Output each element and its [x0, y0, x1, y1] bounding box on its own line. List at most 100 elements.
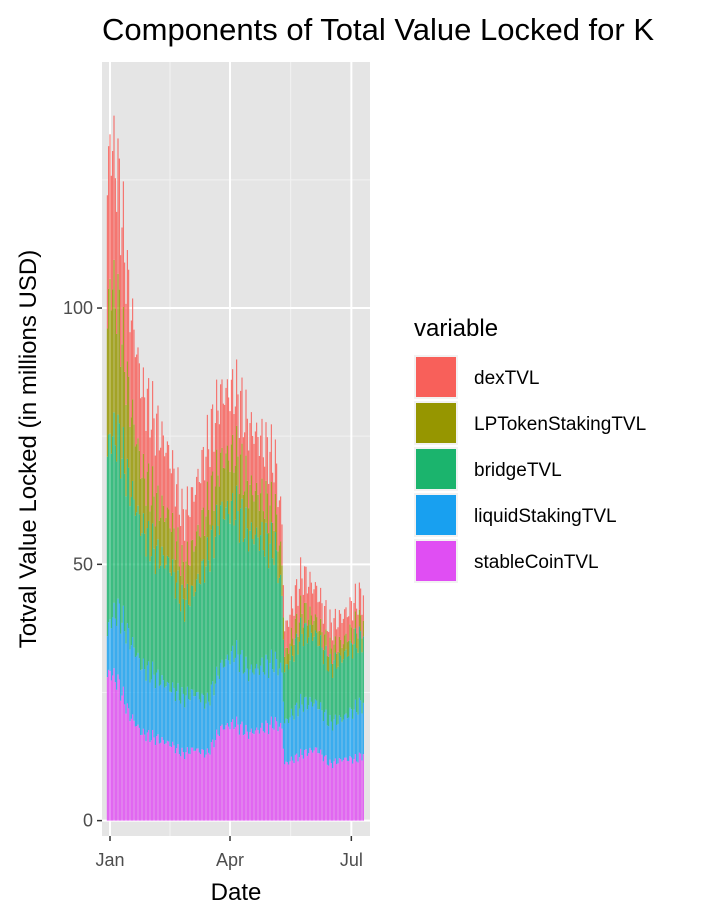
- bar-segment-dexTVL: [109, 134, 111, 279]
- bar-segment-stableCoinTVL: [354, 754, 356, 821]
- bar-segment-bridgeTVL: [149, 561, 151, 683]
- bar-segment-liquidStakingTVL: [245, 656, 247, 725]
- bar-segment-dexTVL: [230, 379, 232, 445]
- bar-segment-bridgeTVL: [252, 539, 254, 673]
- bar-segment-liquidStakingTVL: [334, 714, 336, 759]
- bar-segment-liquidStakingTVL: [185, 695, 187, 753]
- bar-segment-LPTokenStakingTVL: [133, 424, 135, 500]
- bar-segment-stableCoinTVL: [241, 721, 243, 821]
- bar-segment-dexTVL: [160, 447, 162, 518]
- bar-segment-dexTVL: [110, 175, 112, 311]
- bar-segment-LPTokenStakingTVL: [106, 328, 108, 457]
- bar-segment-stableCoinTVL: [198, 752, 200, 821]
- bar-segment-dexTVL: [261, 418, 263, 479]
- bar-segment-LPTokenStakingTVL: [189, 565, 191, 607]
- bar-segment-LPTokenStakingTVL: [132, 399, 134, 481]
- bar-segment-dexTVL: [150, 429, 152, 506]
- bar-segment-stableCoinTVL: [141, 734, 143, 821]
- bar-segment-liquidStakingTVL: [164, 687, 166, 745]
- bar-segment-liquidStakingTVL: [205, 703, 207, 755]
- bar-segment-bridgeTVL: [350, 643, 352, 710]
- bar-segment-bridgeTVL: [141, 533, 143, 670]
- bar-segment-LPTokenStakingTVL: [281, 565, 283, 596]
- bar-segment-liquidStakingTVL: [224, 666, 226, 730]
- bar-segment-dexTVL: [348, 616, 350, 642]
- bar-segment-dexTVL: [318, 601, 320, 631]
- bar-segment-stableCoinTVL: [296, 753, 298, 821]
- bar-segment-liquidStakingTVL: [338, 715, 340, 759]
- bar-segment-stableCoinTVL: [310, 750, 312, 821]
- bar-segment-dexTVL: [166, 441, 168, 508]
- bar-segment-dexTVL: [204, 480, 206, 536]
- bar-segment-dexTVL: [238, 437, 240, 495]
- bar-segment-bridgeTVL: [272, 558, 274, 670]
- bar-segment-stableCoinTVL: [145, 741, 147, 821]
- bar-segment-LPTokenStakingTVL: [349, 624, 351, 641]
- bar-segment-dexTVL: [306, 593, 308, 626]
- bar-segment-LPTokenStakingTVL: [197, 524, 199, 574]
- bar-segment-LPTokenStakingTVL: [340, 639, 342, 656]
- bar-segment-dexTVL: [161, 421, 163, 496]
- bar-segment-LPTokenStakingTVL: [198, 536, 200, 584]
- bar-segment-stableCoinTVL: [200, 754, 202, 821]
- bar-segment-liquidStakingTVL: [201, 693, 203, 750]
- bar-segment-bridgeTVL: [340, 655, 342, 718]
- bar-segment-LPTokenStakingTVL: [176, 541, 178, 583]
- bar-segment-bridgeTVL: [220, 505, 222, 663]
- bar-segment-LPTokenStakingTVL: [324, 634, 326, 651]
- bar-segment-liquidStakingTVL: [292, 715, 294, 761]
- bar-segment-liquidStakingTVL: [168, 683, 170, 742]
- bar-segment-stableCoinTVL: [202, 749, 204, 821]
- bar-segment-LPTokenStakingTVL: [321, 632, 323, 648]
- bar-segment-LPTokenStakingTVL: [252, 495, 254, 540]
- bar-segment-bridgeTVL: [170, 575, 172, 693]
- bar-segment-dexTVL: [185, 509, 187, 562]
- bar-segment-bridgeTVL: [110, 453, 112, 629]
- bar-segment-stableCoinTVL: [229, 729, 231, 821]
- bar-segment-bridgeTVL: [280, 574, 282, 663]
- bar-segment-LPTokenStakingTVL: [272, 522, 274, 559]
- bar-segment-stableCoinTVL: [204, 757, 206, 821]
- bar-segment-LPTokenStakingTVL: [316, 617, 318, 633]
- bar-segment-liquidStakingTVL: [282, 701, 284, 749]
- bar-segment-liquidStakingTVL: [345, 713, 347, 758]
- bar-segment-dexTVL: [268, 483, 270, 534]
- bar-segment-LPTokenStakingTVL: [270, 481, 272, 523]
- bar-segment-liquidStakingTVL: [166, 681, 168, 741]
- bar-segment-stableCoinTVL: [350, 757, 352, 821]
- bar-segment-dexTVL: [281, 524, 283, 566]
- bar-segment-bridgeTVL: [205, 566, 207, 704]
- bar-segment-bridgeTVL: [181, 584, 183, 688]
- bar-segment-dexTVL: [245, 389, 247, 456]
- bar-segment-dexTVL: [265, 422, 267, 481]
- bar-segment-LPTokenStakingTVL: [236, 425, 238, 486]
- bar-segment-dexTVL: [124, 262, 126, 372]
- bar-segment-LPTokenStakingTVL: [285, 647, 287, 665]
- bar-segment-liquidStakingTVL: [298, 708, 300, 758]
- bar-segment-liquidStakingTVL: [113, 602, 115, 669]
- bar-segment-stableCoinTVL: [253, 734, 255, 821]
- bar-segment-bridgeTVL: [246, 528, 248, 669]
- bar-segment-LPTokenStakingTVL: [220, 452, 222, 506]
- bar-segment-LPTokenStakingTVL: [358, 609, 360, 627]
- bar-segment-dexTVL: [310, 582, 312, 616]
- bar-segment-stableCoinTVL: [176, 748, 178, 821]
- bar-segment-dexTVL: [332, 640, 334, 664]
- bar-segment-LPTokenStakingTVL: [165, 517, 167, 565]
- bar-segment-dexTVL: [206, 414, 208, 482]
- bar-segment-dexTVL: [117, 138, 119, 274]
- bar-segment-stableCoinTVL: [213, 747, 215, 821]
- bar-segment-liquidStakingTVL: [350, 709, 352, 758]
- bar-segment-stableCoinTVL: [352, 763, 354, 821]
- bar-segment-dexTVL: [333, 618, 335, 645]
- bar-segment-liquidStakingTVL: [305, 696, 307, 750]
- bar-segment-dexTVL: [192, 487, 194, 540]
- y-axis: 0 50 100: [63, 298, 102, 831]
- bar-segment-bridgeTVL: [226, 500, 228, 655]
- bar-segment-bridgeTVL: [352, 658, 354, 719]
- bar-segment-liquidStakingTVL: [176, 691, 178, 749]
- bar-segment-bridgeTVL: [273, 565, 275, 673]
- bar-segment-LPTokenStakingTVL: [116, 333, 118, 462]
- bar-segment-dexTVL: [164, 456, 166, 522]
- bar-segment-LPTokenStakingTVL: [300, 595, 302, 618]
